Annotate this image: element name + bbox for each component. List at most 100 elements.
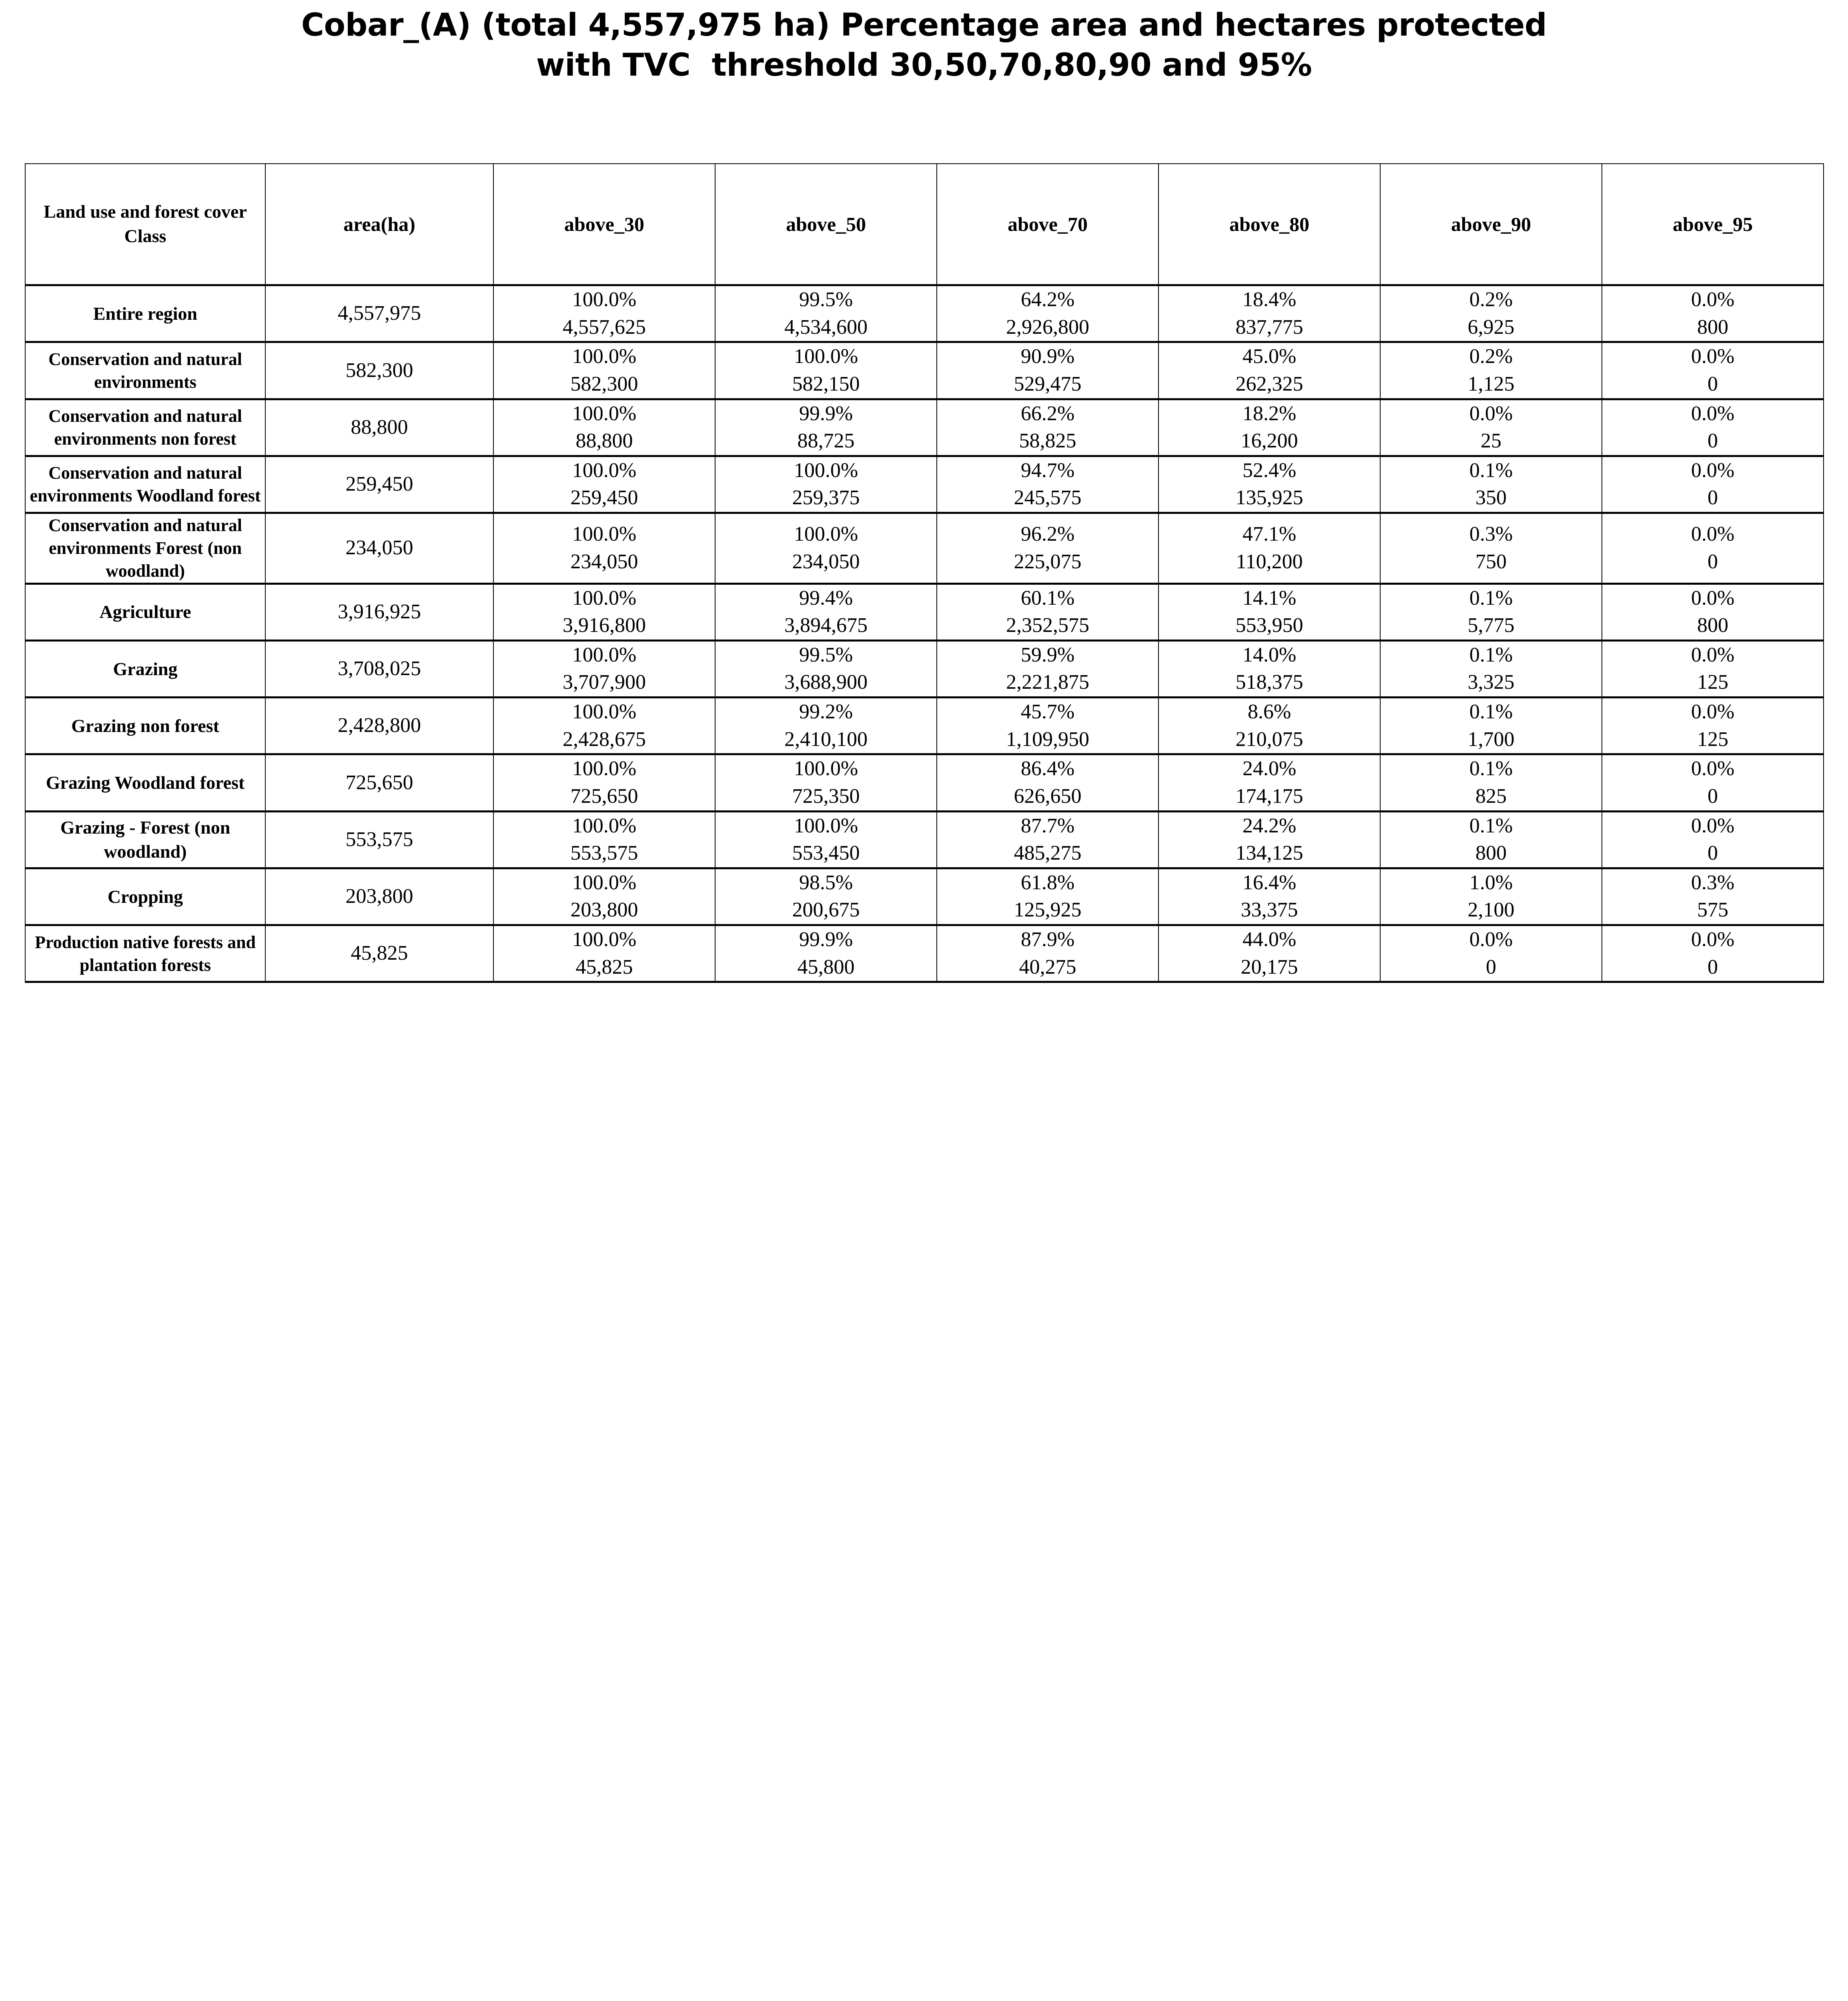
- table-row: Grazing Woodland forest 725,650 100.0% 725,…: [25, 753, 1824, 812]
- cell-percent: 1.0%: [1469, 871, 1513, 894]
- row-threshold-cell: 0.0% 0: [1380, 924, 1602, 983]
- cell-percent: 0.0%: [1691, 814, 1735, 837]
- row-threshold-cell: 100.0% 4,557,625: [493, 284, 716, 343]
- column-header-above-50: above_50: [715, 163, 937, 286]
- column-header-above-50-label: above_50: [786, 213, 866, 235]
- cell-hectares: 553,450: [792, 842, 860, 865]
- cell-hectares: 6,925: [1467, 315, 1515, 339]
- table-header: Land use and forest cover Class area(ha)…: [25, 163, 1824, 286]
- row-area-value: 45,825: [265, 924, 494, 983]
- cell-hectares: 88,800: [575, 429, 633, 453]
- cell-percent: 99.5%: [799, 643, 853, 666]
- table-header-row: Land use and forest cover Class area(ha)…: [25, 163, 1824, 286]
- cell-percent: 87.9%: [1020, 928, 1075, 951]
- row-threshold-cell: 100.0% 203,800: [493, 867, 716, 926]
- cell-percent: 0.1%: [1469, 459, 1513, 482]
- cell-percent: 47.1%: [1242, 523, 1297, 546]
- column-header-above-30-label: above_30: [564, 213, 644, 235]
- row-area-value: 259,450: [265, 455, 494, 514]
- cell-hectares: 582,300: [570, 372, 638, 395]
- cell-hectares: 259,450: [570, 486, 638, 509]
- table-row: Grazing - Forest (non woodland) 553,575 10…: [25, 810, 1824, 869]
- row-threshold-cell: 0.0% 0: [1601, 810, 1824, 869]
- cell-hectares: 2,926,800: [1006, 315, 1089, 339]
- cell-percent: 0.1%: [1469, 586, 1513, 610]
- table-row: Conservation and natural environments Fo…: [25, 512, 1824, 585]
- cell-hectares: 4,534,600: [784, 315, 868, 339]
- cell-percent: 0.0%: [1469, 928, 1513, 951]
- cell-hectares: 1,125: [1467, 372, 1515, 395]
- cell-hectares: 4,557,625: [563, 315, 646, 339]
- row-label: Grazing Woodland forest: [25, 753, 266, 812]
- row-threshold-cell: 45.7% 1,109,950: [936, 696, 1159, 756]
- row-threshold-cell: 66.2% 58,825: [936, 398, 1159, 457]
- row-label: Entire region: [25, 284, 266, 343]
- cell-percent: 100.0%: [794, 459, 858, 482]
- table-row: Entire region 4,557,975 100.0% 4,557,625 99.…: [25, 284, 1824, 343]
- cell-hectares: 20,175: [1241, 955, 1298, 978]
- row-threshold-cell: 0.0% 800: [1601, 284, 1824, 343]
- table-row: Conservation and natural environments no…: [25, 398, 1824, 457]
- cell-percent: 100.0%: [572, 402, 637, 425]
- cell-percent: 99.5%: [799, 288, 853, 311]
- cell-hectares: 33,375: [1241, 898, 1298, 922]
- cell-hectares: 134,125: [1235, 842, 1303, 865]
- row-threshold-cell: 87.7% 485,275: [936, 810, 1159, 869]
- row-threshold-cell: 87.9% 40,275: [936, 924, 1159, 983]
- row-threshold-cell: 100.0% 582,150: [715, 341, 937, 400]
- cell-hectares: 2,410,100: [784, 728, 868, 751]
- cell-hectares: 125: [1697, 728, 1728, 751]
- cell-hectares: 725,350: [792, 784, 860, 808]
- row-threshold-cell: 0.0% 0: [1601, 753, 1824, 812]
- column-header-above-70: above_70: [936, 163, 1159, 286]
- cell-percent: 61.8%: [1020, 871, 1075, 894]
- column-header-above-95-label: above_95: [1673, 213, 1753, 235]
- row-label: Cropping: [25, 867, 266, 926]
- row-threshold-cell: 0.0% 25: [1380, 398, 1602, 457]
- cell-hectares: 553,950: [1235, 614, 1303, 637]
- row-threshold-cell: 24.0% 174,175: [1158, 753, 1381, 812]
- cell-hectares: 0: [1708, 784, 1718, 808]
- column-header-above-70-label: above_70: [1008, 213, 1088, 235]
- cell-percent: 100.0%: [572, 700, 637, 724]
- column-header-above-95: above_95: [1601, 163, 1824, 286]
- cell-percent: 0.1%: [1469, 643, 1513, 666]
- cell-hectares: 800: [1697, 614, 1728, 637]
- cell-percent: 87.7%: [1020, 814, 1075, 837]
- cell-percent: 100.0%: [794, 757, 858, 780]
- row-area-value: 725,650: [265, 753, 494, 812]
- cell-hectares: 125: [1697, 671, 1728, 694]
- row-threshold-cell: 100.0% 234,050: [493, 512, 716, 585]
- row-threshold-cell: 100.0% 553,575: [493, 810, 716, 869]
- cell-percent: 99.4%: [799, 586, 853, 610]
- cell-percent: 100.0%: [572, 757, 637, 780]
- row-threshold-cell: 0.1% 5,775: [1380, 582, 1602, 642]
- row-area-value: 88,800: [265, 398, 494, 457]
- cell-percent: 0.0%: [1691, 586, 1735, 610]
- column-header-above-30: above_30: [493, 163, 716, 286]
- row-threshold-cell: 47.1% 110,200: [1158, 512, 1381, 585]
- cell-hectares: 3,688,900: [784, 671, 868, 694]
- cell-hectares: 110,200: [1236, 550, 1303, 573]
- cell-percent: 24.2%: [1242, 814, 1297, 837]
- cell-percent: 100.0%: [572, 345, 637, 368]
- row-threshold-cell: 0.0% 0: [1601, 455, 1824, 514]
- cell-hectares: 25: [1481, 429, 1501, 453]
- cell-hectares: 203,800: [570, 898, 638, 922]
- cell-percent: 99.9%: [799, 928, 853, 951]
- cell-percent: 99.2%: [799, 700, 853, 724]
- cell-percent: 8.6%: [1247, 700, 1291, 724]
- cell-percent: 14.0%: [1242, 643, 1297, 666]
- cell-percent: 100.0%: [794, 345, 858, 368]
- row-label: Conservation and natural environments Wo…: [25, 455, 266, 514]
- cell-hectares: 3,894,675: [784, 614, 868, 637]
- row-area-value: 3,916,925: [265, 582, 494, 642]
- row-threshold-cell: 100.0% 3,916,800: [493, 582, 716, 642]
- cell-percent: 18.4%: [1242, 288, 1297, 311]
- row-threshold-cell: 99.9% 45,800: [715, 924, 937, 983]
- table-row: Cropping 203,800 100.0% 203,800 98.5% 200,675…: [25, 867, 1824, 926]
- row-threshold-cell: 100.0% 725,650: [493, 753, 716, 812]
- row-threshold-cell: 8.6% 210,075: [1158, 696, 1381, 756]
- cell-hectares: 626,650: [1014, 784, 1082, 808]
- column-header-area-label: area(ha): [343, 213, 415, 235]
